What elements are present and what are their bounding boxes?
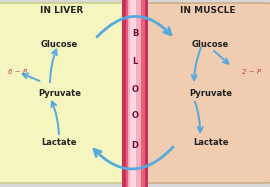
Text: Glucose: Glucose [192,40,229,49]
Bar [128,0,141,187]
Text: Pyruvate: Pyruvate [189,89,232,98]
Text: D: D [131,141,139,150]
Text: O: O [131,85,139,94]
Text: B: B [132,29,138,38]
Text: Glucose: Glucose [41,40,78,49]
FancyBboxPatch shape [144,3,270,183]
Text: IN LIVER: IN LIVER [40,6,84,15]
Text: L: L [132,57,138,66]
Text: Pyruvate: Pyruvate [38,89,81,98]
FancyBboxPatch shape [0,3,126,183]
Text: Lactate: Lactate [42,138,77,147]
Bar [144,0,148,187]
Text: 6 ~ P: 6 ~ P [8,69,27,75]
Text: 2 ~ P: 2 ~ P [242,69,261,75]
Text: O: O [131,111,139,120]
Text: IN MUSCLE: IN MUSCLE [180,6,236,15]
Bar [126,0,144,187]
Bar [130,0,136,187]
Bar [122,0,126,187]
Text: Lactate: Lactate [193,138,228,147]
